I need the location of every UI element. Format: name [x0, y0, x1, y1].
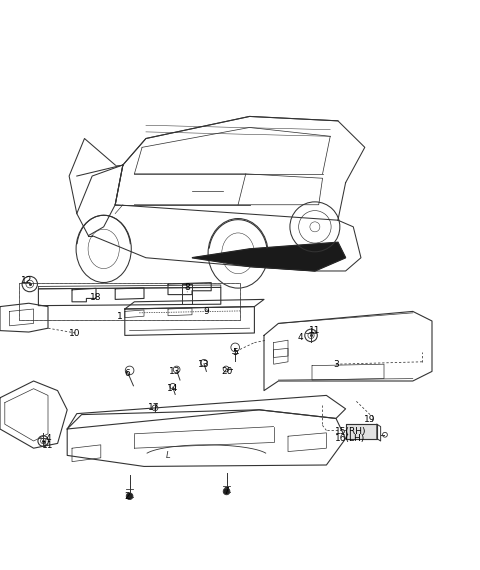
Text: 12: 12 — [21, 276, 32, 284]
Text: 16(LH): 16(LH) — [335, 434, 366, 443]
Text: 8: 8 — [184, 283, 190, 292]
Text: 19: 19 — [364, 415, 375, 424]
Text: 11: 11 — [309, 326, 320, 335]
Text: 20: 20 — [221, 367, 233, 376]
Text: 9: 9 — [204, 307, 209, 316]
Text: 6: 6 — [124, 369, 130, 378]
Text: 14: 14 — [167, 384, 179, 393]
Text: 5: 5 — [232, 348, 238, 357]
Text: 18: 18 — [90, 292, 102, 302]
Circle shape — [126, 493, 133, 499]
Circle shape — [223, 488, 230, 495]
Text: 10: 10 — [69, 328, 80, 337]
Text: 4: 4 — [297, 333, 303, 343]
Text: 13: 13 — [198, 360, 210, 369]
Text: 1: 1 — [117, 312, 123, 321]
Polygon shape — [192, 242, 346, 271]
Text: 7: 7 — [223, 487, 228, 496]
Text: 13: 13 — [169, 367, 181, 376]
Polygon shape — [346, 424, 377, 438]
Text: 17: 17 — [148, 403, 159, 412]
Text: 11: 11 — [42, 441, 54, 450]
Text: 3: 3 — [333, 360, 339, 369]
Text: L: L — [166, 451, 170, 460]
Text: 4: 4 — [45, 434, 51, 443]
Text: 15(RH): 15(RH) — [335, 427, 366, 436]
Text: 2: 2 — [124, 492, 130, 500]
